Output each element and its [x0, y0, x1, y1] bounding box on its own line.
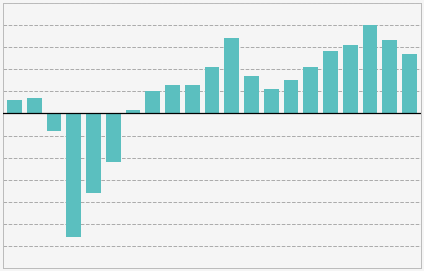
- Bar: [47, 113, 61, 131]
- Bar: [145, 91, 160, 113]
- Bar: [126, 110, 140, 113]
- Bar: [185, 85, 200, 113]
- Bar: [86, 113, 101, 193]
- Bar: [244, 76, 259, 113]
- Bar: [363, 25, 377, 113]
- Bar: [382, 40, 397, 113]
- Bar: [106, 113, 121, 162]
- Bar: [343, 45, 357, 113]
- Bar: [27, 98, 42, 113]
- Bar: [67, 113, 81, 237]
- Bar: [264, 89, 279, 113]
- Bar: [205, 67, 219, 113]
- Bar: [7, 100, 22, 113]
- Bar: [323, 51, 338, 113]
- Bar: [224, 38, 239, 113]
- Bar: [284, 80, 298, 113]
- Bar: [402, 54, 417, 113]
- Bar: [165, 85, 180, 113]
- Bar: [303, 67, 318, 113]
